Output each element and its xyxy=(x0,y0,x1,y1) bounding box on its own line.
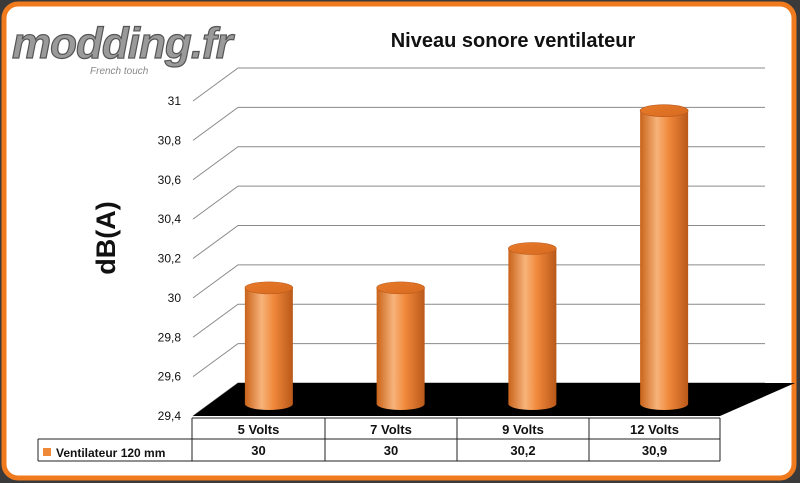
y-axis-ticks: 29,4 29,6 29,8 30 30,2 30,4 30,6 30,8 31 xyxy=(158,94,182,423)
grid-line xyxy=(192,67,765,102)
y-tick-label: 30,8 xyxy=(158,133,182,147)
grid-line xyxy=(192,185,765,220)
y-tick-label: 30,4 xyxy=(158,212,182,226)
table-category-label: 9 Volts xyxy=(502,422,544,437)
legend-swatch xyxy=(43,448,51,456)
bar-9-volts xyxy=(508,242,557,410)
y-tick-label: 31 xyxy=(168,94,182,108)
grid-line xyxy=(192,225,765,259)
table-value: 30 xyxy=(251,443,265,458)
grid-line xyxy=(192,264,765,299)
table-value: 30,9 xyxy=(642,443,667,458)
table-category-label: 12 Volts xyxy=(630,422,679,437)
y-tick-label: 30,6 xyxy=(158,173,182,187)
y-tick-label: 29,8 xyxy=(158,330,182,344)
y-tick-label: 29,4 xyxy=(158,409,182,423)
bars xyxy=(244,104,689,410)
grid-line xyxy=(192,106,765,141)
legend-series-name: Ventilateur 120 mm xyxy=(56,446,165,460)
chart-title: Niveau sonore ventilateur xyxy=(391,30,636,52)
data-table: Ventilateur 120 mm 5 Volts 30 7 Volts 30 9 V… xyxy=(37,417,721,462)
logo-tagline: French touch xyxy=(90,66,149,77)
grid-line xyxy=(192,146,765,181)
y-tick-label: 29,6 xyxy=(158,370,182,384)
y-axis-label: dB(A) xyxy=(91,201,121,274)
table-category-label: 5 Volts xyxy=(238,422,280,437)
logo-text: modding.fr xyxy=(12,19,236,68)
table-category-label: 7 Volts xyxy=(370,422,412,437)
y-tick-label: 30,2 xyxy=(158,252,182,266)
table-value: 30,2 xyxy=(510,443,535,458)
bar-7-volts xyxy=(376,281,425,410)
grid-line xyxy=(192,303,765,338)
bar-5-volts xyxy=(244,281,294,410)
table-value: 30 xyxy=(384,443,398,458)
bar-12-volts xyxy=(639,104,689,410)
logo: modding.fr French touch xyxy=(11,18,237,77)
y-tick-label: 30 xyxy=(168,291,182,305)
grid-line xyxy=(192,343,765,378)
